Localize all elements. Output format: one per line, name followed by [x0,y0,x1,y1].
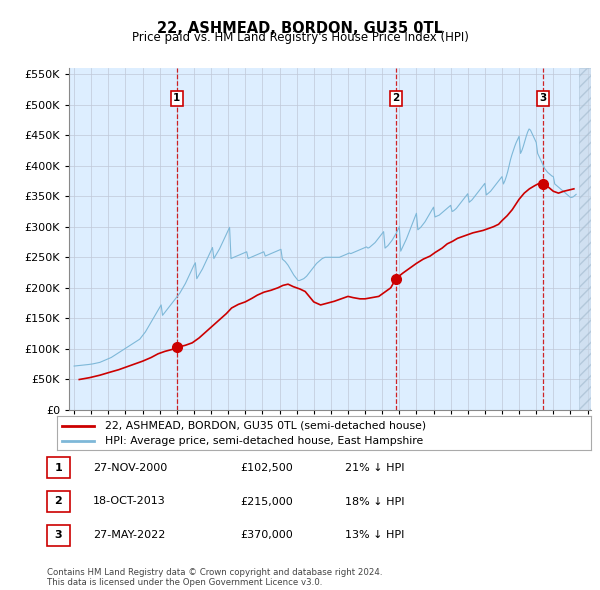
Text: 3: 3 [55,530,62,540]
Text: £102,500: £102,500 [240,463,293,473]
Text: £215,000: £215,000 [240,497,293,506]
Text: 22, ASHMEAD, BORDON, GU35 0TL: 22, ASHMEAD, BORDON, GU35 0TL [157,21,443,35]
Bar [579,68,591,410]
Text: 13% ↓ HPI: 13% ↓ HPI [345,530,404,540]
Text: 27-NOV-2000: 27-NOV-2000 [93,463,167,473]
Text: Contains HM Land Registry data © Crown copyright and database right 2024.: Contains HM Land Registry data © Crown c… [47,568,382,577]
Text: 18-OCT-2013: 18-OCT-2013 [93,497,166,506]
Text: 1: 1 [55,463,62,473]
Text: 2: 2 [55,497,62,506]
Text: £370,000: £370,000 [240,530,293,540]
Text: 21% ↓ HPI: 21% ↓ HPI [345,463,404,473]
Text: 22, ASHMEAD, BORDON, GU35 0TL (semi-detached house): 22, ASHMEAD, BORDON, GU35 0TL (semi-deta… [105,421,426,431]
Text: 27-MAY-2022: 27-MAY-2022 [93,530,166,540]
Text: 3: 3 [539,93,547,103]
Text: 2: 2 [392,93,400,103]
Text: HPI: Average price, semi-detached house, East Hampshire: HPI: Average price, semi-detached house,… [105,435,424,445]
Text: Price paid vs. HM Land Registry's House Price Index (HPI): Price paid vs. HM Land Registry's House … [131,31,469,44]
Text: 1: 1 [173,93,181,103]
Text: 18% ↓ HPI: 18% ↓ HPI [345,497,404,506]
Text: This data is licensed under the Open Government Licence v3.0.: This data is licensed under the Open Gov… [47,578,322,587]
